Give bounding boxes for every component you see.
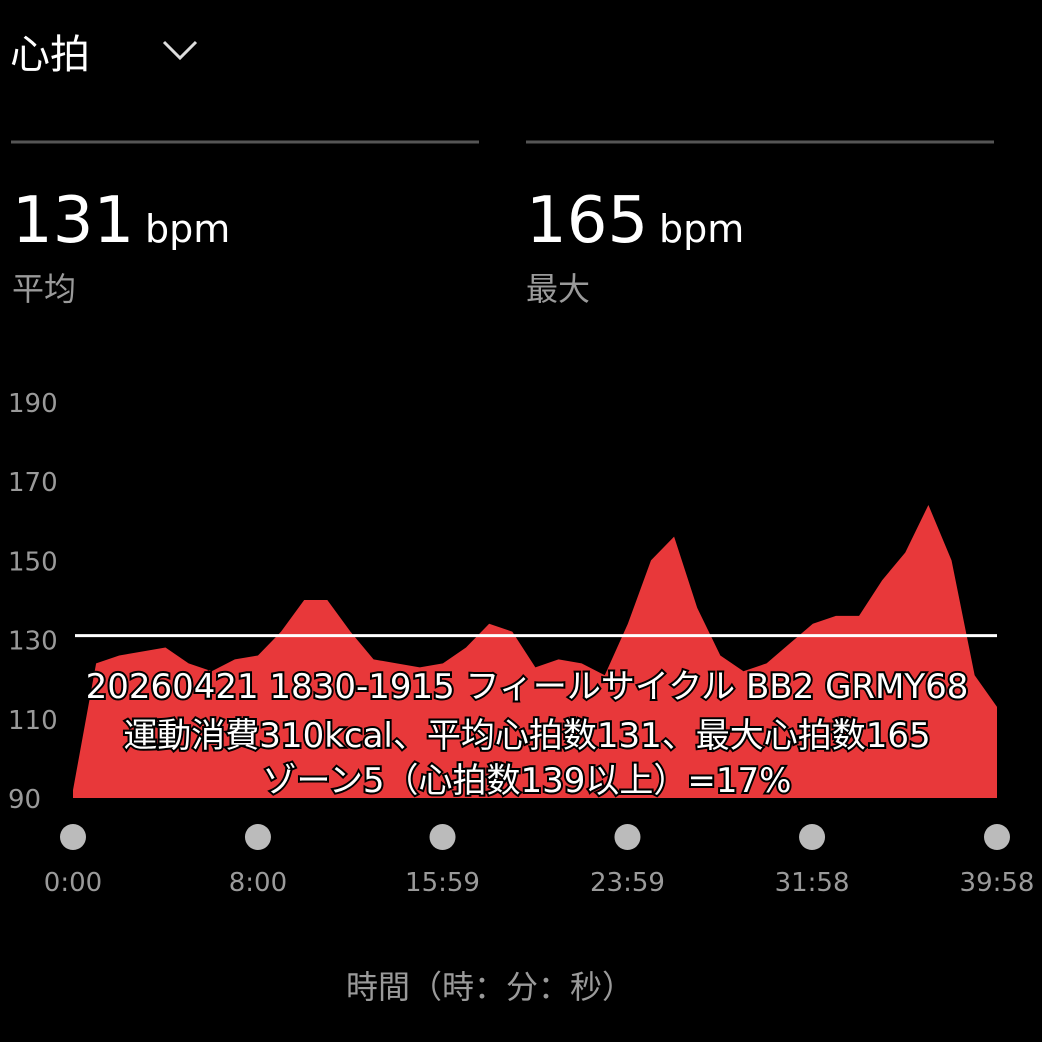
x-tick-dot (614, 824, 641, 850)
stat-value: 165 (526, 184, 648, 258)
x-tick-dot (244, 824, 271, 850)
stat-label: 平均 (12, 270, 76, 308)
stat-label: 最大 (526, 270, 590, 308)
stat-value: 131 (12, 184, 134, 258)
x-axis-title: 時間（時：分：秒） (346, 968, 634, 1006)
heart-rate-area (73, 504, 997, 798)
x-tick-label: 31:58 (775, 868, 850, 898)
y-tick-label: 90 (8, 785, 41, 815)
x-tick-dot (429, 824, 456, 850)
chart: 90 110 130 150 170 190 0:00 8:00 15:59 23:59 31:58… (8, 389, 1034, 898)
y-tick-label: 150 (8, 547, 58, 577)
title: 心拍 (10, 32, 90, 78)
x-tick-label: 8:00 (229, 868, 287, 898)
y-tick-label: 130 (8, 627, 58, 657)
stat-unit: bpm (145, 207, 230, 251)
x-tick-dot (799, 824, 826, 850)
x-tick-label: 23:59 (590, 868, 665, 898)
x-tick-label: 0:00 (44, 868, 102, 898)
caption-line: 運動消費310kcal、平均心拍数131、最大心拍数165 (123, 716, 930, 756)
x-tick-dot (60, 824, 86, 850)
x-tick-dot (984, 824, 1010, 850)
y-tick-label: 190 (8, 389, 58, 419)
stat-unit: bpm (659, 207, 744, 251)
dropdown-chevron[interactable] (162, 40, 198, 61)
caption-line: ゾーン5（心拍数139以上）=17% (263, 761, 792, 801)
y-tick-label: 170 (8, 468, 58, 498)
y-tick-label: 110 (8, 706, 58, 736)
x-tick-label: 15:59 (405, 868, 480, 898)
x-tick-label: 39:58 (960, 868, 1035, 898)
caption-line: 20260421 1830-1915 フィールサイクル BB2 GRMY68 (86, 667, 969, 707)
